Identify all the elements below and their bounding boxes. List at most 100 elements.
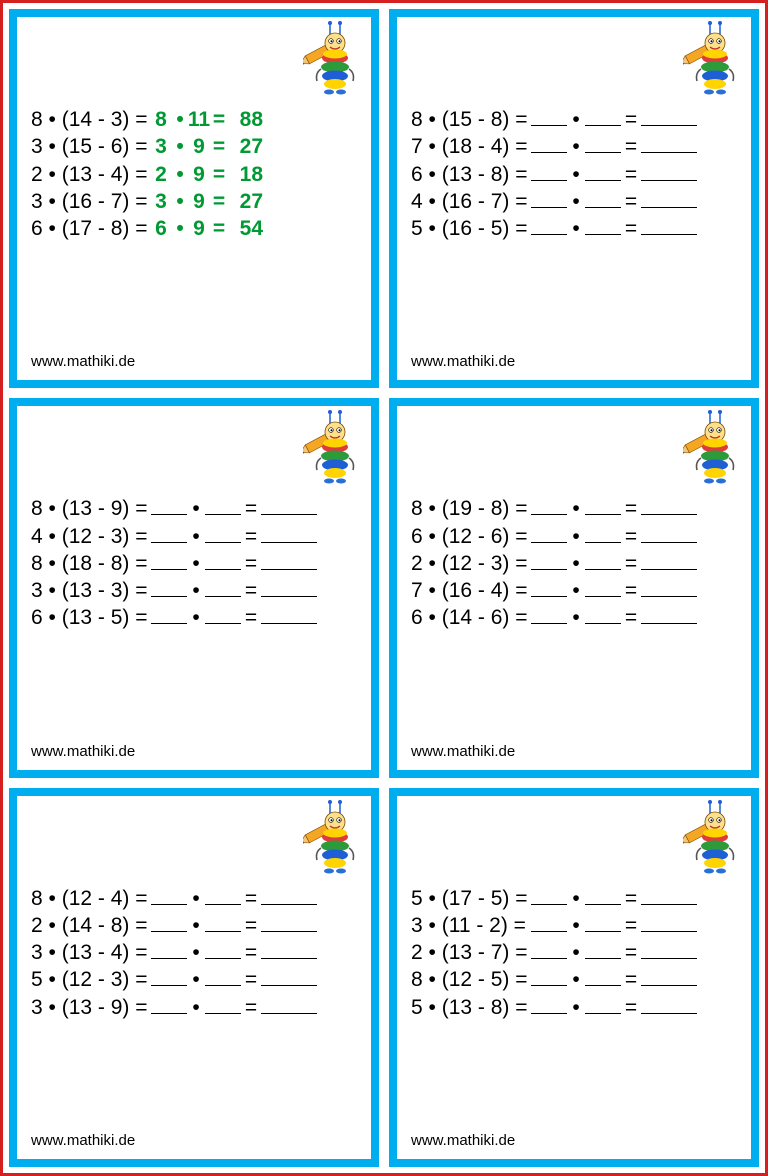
blank-result[interactable] [261,913,317,932]
blank-factor-a[interactable] [531,496,567,515]
dot-operator: • [173,134,187,160]
blank-factor-b[interactable] [205,913,241,932]
blank-result[interactable] [261,940,317,959]
blank-factor-b[interactable] [585,886,621,905]
blank-result[interactable] [641,940,697,959]
blank-factor-a[interactable] [531,216,567,235]
blank-factor-a[interactable] [531,189,567,208]
blank-factor-b[interactable] [585,605,621,624]
blank-factor-a[interactable] [151,524,187,543]
blank-factor-b[interactable] [205,551,241,570]
problem-row: 3 • (13 - 9) =•= [31,995,357,1021]
mascot-icon [683,800,745,874]
blank-factor-b[interactable] [205,578,241,597]
blank-factor-b[interactable] [585,216,621,235]
blank-factor-a[interactable] [151,578,187,597]
mascot [683,800,745,874]
blank-factor-a[interactable] [151,995,187,1014]
blank-result[interactable] [261,968,317,987]
blank-result[interactable] [641,496,697,515]
blank-result[interactable] [261,551,317,570]
blank-factor-b[interactable] [205,605,241,624]
blank-factor-b[interactable] [205,968,241,987]
blank-factor-b[interactable] [585,496,621,515]
blank-factor-b[interactable] [585,940,621,959]
blank-result[interactable] [641,107,697,126]
expression-lhs: 8 • (12 - 4) = [31,886,149,912]
blank-result[interactable] [261,496,317,515]
answer-result: 27 [227,189,263,215]
equals-sign: = [211,134,227,160]
blank-factor-a[interactable] [531,968,567,987]
expression-lhs: 2 • (13 - 7) = [411,940,529,966]
blank-factor-b[interactable] [205,995,241,1014]
blank-result[interactable] [641,216,697,235]
equals-sign: = [243,578,259,604]
blank-factor-a[interactable] [531,940,567,959]
dot-operator: • [189,551,203,577]
equals-sign: = [623,913,639,939]
blank-result[interactable] [261,995,317,1014]
blank-factor-b[interactable] [585,107,621,126]
problem-row: 6 • (12 - 6) =•= [411,524,737,550]
blank-result[interactable] [641,605,697,624]
blank-factor-a[interactable] [531,134,567,153]
blank-factor-a[interactable] [531,524,567,543]
blank-factor-a[interactable] [151,496,187,515]
blank-factor-a[interactable] [151,940,187,959]
blank-factor-a[interactable] [531,551,567,570]
blank-result[interactable] [261,524,317,543]
blank-factor-b[interactable] [205,524,241,543]
blank-factor-a[interactable] [151,605,187,624]
blank-factor-b[interactable] [585,162,621,181]
blank-result[interactable] [261,578,317,597]
blank-result[interactable] [641,524,697,543]
blank-factor-a[interactable] [151,913,187,932]
blank-result[interactable] [641,162,697,181]
blank-factor-a[interactable] [531,107,567,126]
blank-factor-b[interactable] [585,524,621,543]
blank-factor-a[interactable] [151,968,187,987]
dot-operator: • [569,578,583,604]
dot-operator: • [569,995,583,1021]
blank-factor-b[interactable] [585,134,621,153]
expression-lhs: 3 • (16 - 7) = [31,189,149,215]
blank-factor-a[interactable] [531,886,567,905]
blank-factor-b[interactable] [585,551,621,570]
blank-result[interactable] [641,886,697,905]
expression-lhs: 3 • (11 - 2) = [411,913,529,939]
blank-factor-b[interactable] [585,968,621,987]
blank-factor-b[interactable] [205,940,241,959]
blank-factor-b[interactable] [205,496,241,515]
blank-result[interactable] [641,189,697,208]
blank-factor-a[interactable] [531,578,567,597]
equals-sign: = [211,189,227,215]
blank-factor-b[interactable] [585,578,621,597]
blank-result[interactable] [641,551,697,570]
blank-result[interactable] [641,968,697,987]
blank-factor-b[interactable] [585,189,621,208]
answer-result: 88 [227,107,263,133]
dot-operator: • [173,107,187,133]
equals-sign: = [243,995,259,1021]
blank-factor-b[interactable] [585,995,621,1014]
blank-factor-a[interactable] [531,913,567,932]
blank-factor-a[interactable] [531,605,567,624]
blank-result[interactable] [261,605,317,624]
blank-result[interactable] [641,995,697,1014]
blank-result[interactable] [261,886,317,905]
equals-sign: = [623,496,639,522]
dot-operator: • [569,134,583,160]
blank-factor-b[interactable] [205,886,241,905]
blank-result[interactable] [641,134,697,153]
blank-result[interactable] [641,913,697,932]
problem-list: 8 • (12 - 4) =•=2 • (14 - 8) =•=3 • (13 … [31,886,357,1022]
blank-factor-a[interactable] [151,886,187,905]
problem-row: 8 • (18 - 8) =•= [31,551,357,577]
blank-factor-a[interactable] [151,551,187,570]
worksheet-card: 8 • (13 - 9) =•=4 • (12 - 3) =•=8 • (18 … [9,398,379,777]
blank-factor-b[interactable] [585,913,621,932]
blank-factor-a[interactable] [531,995,567,1014]
blank-result[interactable] [641,578,697,597]
blank-factor-a[interactable] [531,162,567,181]
